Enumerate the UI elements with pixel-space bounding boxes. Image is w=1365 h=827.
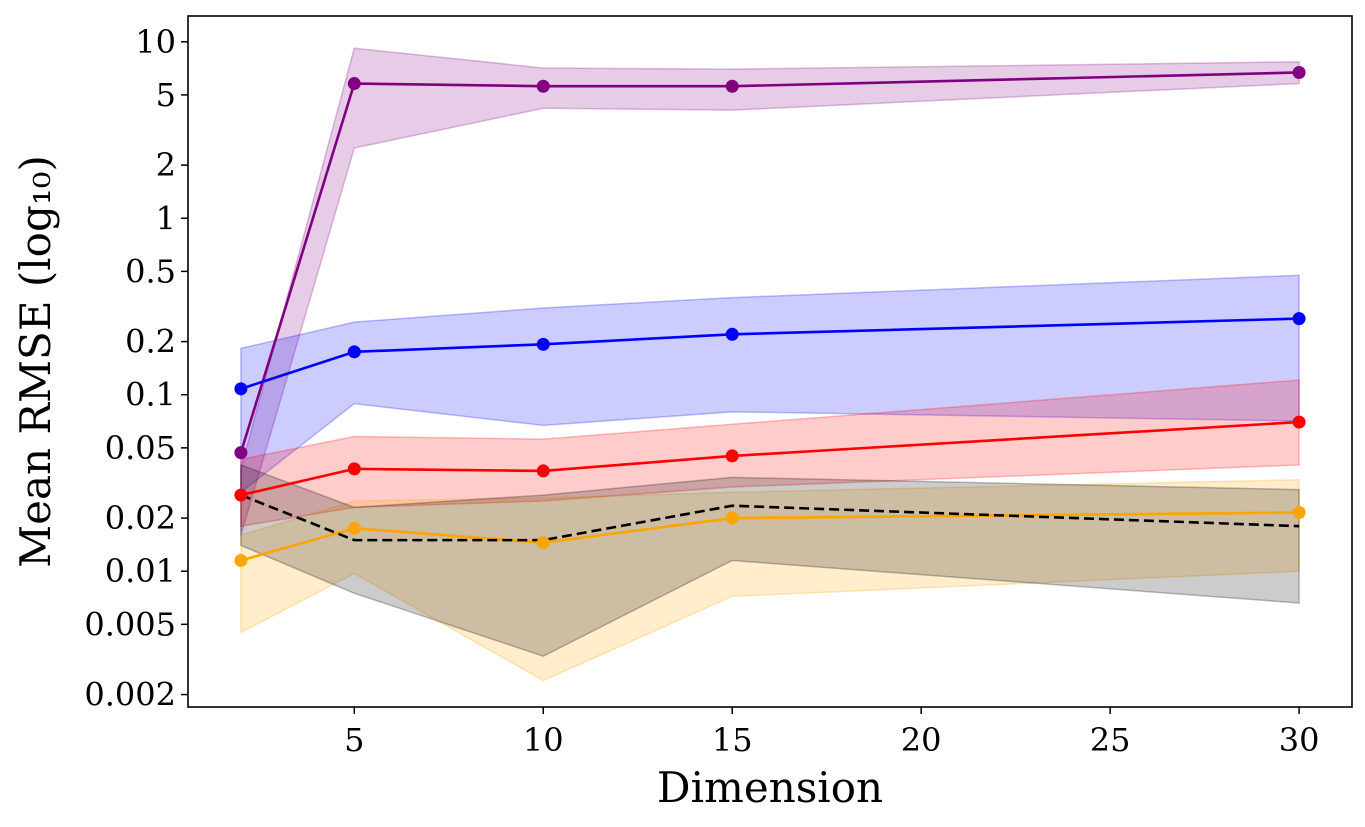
point-red-2 [536,464,550,478]
x-tick-label-3: 20 [901,721,942,759]
x-tick-label-0: 5 [344,721,364,759]
y-tick-label-8: 0.02 [105,499,176,537]
x-tick-label-4: 25 [1090,721,1131,759]
y-tick-label-7: 0.05 [105,429,176,467]
y-axis-ticks: 10 5 2 1 0.5 0.2 0.1 0.05 0.02 0.01 0.005 0.002 [84,23,188,714]
point-purple-0 [234,446,248,460]
point-blue-4 [1292,312,1306,326]
point-blue-1 [347,345,361,359]
point-red-4 [1292,415,1306,429]
point-purple-2 [536,79,550,93]
y-tick-label-0: 10 [135,23,176,61]
y-tick-label-10: 0.005 [84,605,176,643]
x-tick-label-1: 10 [523,721,564,759]
point-purple-3 [725,79,739,93]
point-orange-0 [234,553,248,567]
y-tick-label-5: 0.2 [125,323,176,361]
point-orange-2 [536,536,550,550]
y-tick-label-1: 5 [156,76,176,114]
point-blue-2 [536,337,550,351]
point-orange-4 [1292,506,1306,520]
y-tick-label-2: 2 [156,146,176,184]
band-orange [240,478,1300,682]
band-black [240,463,1300,657]
y-tick-label-11: 0.002 [84,676,176,714]
x-tick-label-2: 15 [712,721,753,759]
band-purple [240,47,1300,536]
x-axis-label: Dimension [657,763,883,812]
line-black [240,493,1300,542]
point-blue-3 [725,327,739,341]
x-tick-label-5: 30 [1279,721,1320,759]
point-red-3 [725,449,739,463]
point-red-1 [347,462,361,476]
series-markers [234,65,1306,567]
point-purple-4 [1292,65,1306,79]
point-orange-1 [347,521,361,535]
x-axis-ticks: 5 10 15 20 25 30 [344,707,1319,759]
y-tick-label-4: 0.5 [125,252,176,290]
y-tick-label-9: 0.01 [105,552,176,590]
point-purple-1 [347,77,361,91]
y-axis-label: Mean RMSE (log₁₀) [11,155,60,568]
point-red-0 [234,488,248,502]
plot-frame [187,15,1353,708]
point-orange-3 [725,511,739,525]
point-blue-0 [234,382,248,396]
y-tick-label-3: 1 [156,199,176,237]
y-tick-label-6: 0.1 [125,376,176,414]
confidence-bands [240,47,1300,682]
